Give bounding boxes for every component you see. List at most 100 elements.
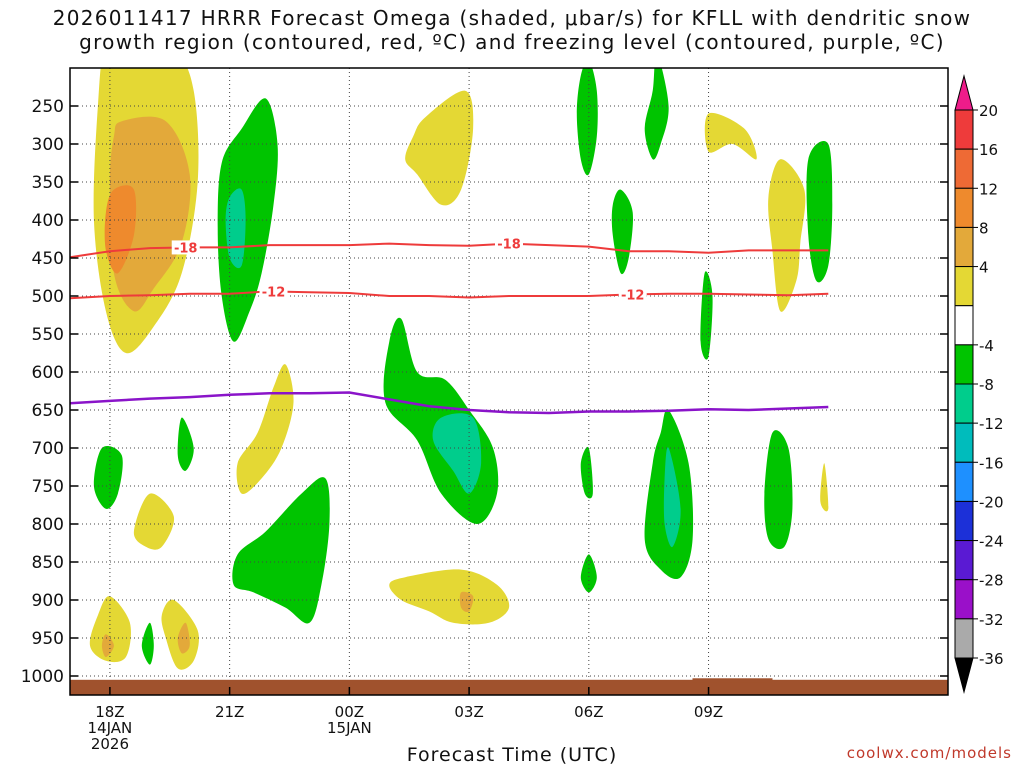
x-tick-label: 15JAN [327,719,372,737]
contour-label-bg [171,240,200,255]
y-tick-label: 300 [32,135,64,155]
omega-region [389,569,510,625]
omega-region [580,554,597,593]
y-tick-label: 650 [32,401,64,421]
contour-label: -12 [262,286,286,301]
ground-surface [70,679,948,695]
y-tick-label: 750 [32,477,64,497]
contour-label: -12 [621,288,645,303]
x-tick-label: 00Z [335,703,364,721]
freezing-level-line [70,391,829,415]
ground-surface-bump [692,678,773,683]
x-tick-label: 2026 [91,735,129,753]
y-tick-label: 850 [32,553,64,573]
x-tick-label: 09Z [694,703,723,721]
gridlines [70,68,948,695]
colorbar-label: 12 [979,180,998,198]
omega-region [101,634,114,657]
omega-region [576,68,598,176]
colorbar-label: 20 [979,102,998,120]
colorbar-label: -36 [979,650,1004,668]
colorbar-label: 4 [979,259,989,277]
contour-label-bg [495,236,523,251]
colorbar-bin [954,187,974,228]
colorbar-bin [954,461,974,502]
y-tick-label: 800 [32,515,64,535]
x-tick-label: 03Z [454,703,483,721]
omega-region [109,116,191,312]
omega-region [820,463,829,512]
colorbar-label: -28 [979,572,1004,590]
colorbar-bin [954,500,974,542]
omega-region [580,446,593,499]
omega-region [93,445,123,509]
colorbar-bin [954,226,974,268]
x-axis-label: Forecast Time (UTC) [406,744,618,766]
plot-frame [69,67,949,696]
colorbar-label: -20 [979,493,1004,511]
colorbar-bin [954,579,974,620]
colorbar-label: -8 [979,376,994,394]
omega-region [232,477,330,624]
colorbar-label: 8 [979,219,989,237]
contour-label-bg [618,287,647,302]
omega-region [217,98,278,342]
y-tick-label: 600 [32,363,64,383]
omega-region [133,493,175,550]
omega-region [432,413,482,494]
contour-label: -18 [497,238,521,253]
omega-region [704,112,757,160]
y-tick-label: 950 [32,629,64,649]
omega-region [177,622,190,654]
y-tick-label: 550 [32,325,64,345]
colorbar-bin [954,266,974,307]
colorbar-label: -24 [979,533,1004,551]
omega-region [89,596,131,663]
omega-region [663,447,681,548]
omega-region [644,68,669,160]
x-tick-label: 14JAN [88,719,133,737]
colorbar-bin [954,383,974,424]
contour-label: -18 [174,241,198,256]
colorbar-bin [954,344,974,385]
omega-shading [89,68,833,670]
colorbar-bin [954,618,974,659]
y-tick-label: 900 [32,591,64,611]
colorbar-bin [954,540,974,581]
omega-region [177,417,194,471]
colorbar-bin [954,305,974,346]
colorbar-label: -16 [979,454,1004,472]
colorbar-bin [954,422,974,463]
chart-title-line-2: growth region (contoured, red, ºC) and f… [79,30,945,54]
y-tick-label: 350 [32,173,64,193]
colorbar-label: -4 [979,337,994,355]
omega-region [141,622,154,665]
y-tick-label: 450 [32,249,64,269]
colorbar-bin [954,109,974,150]
x-tick-label: 06Z [574,703,603,721]
y-tick-label: 700 [32,439,64,459]
omega-region [768,159,806,312]
chart-title-line-1: 2026011417 HRRR Forecast Omega (shaded, … [52,6,972,30]
omega-region [459,591,474,613]
colorbar-bottom-triangle [954,657,974,694]
omega-region [806,141,833,283]
credit-text: coolwx.com/models [846,744,1012,762]
y-tick-label: 500 [32,287,64,307]
omega-region [405,90,474,206]
y-tick-label: 250 [32,97,64,117]
y-tick-label: 400 [32,211,64,231]
colorbar-label: -12 [979,415,1004,433]
dgz-contour-line [70,290,829,300]
colorbar-label: -32 [979,611,1004,629]
colorbar-bin [954,148,974,189]
omega-region [764,430,793,550]
contour-label-bg [259,284,288,299]
omega-region [611,189,633,275]
omega-region [236,364,294,494]
colorbar-top-triangle [954,74,974,111]
x-tick-label: 21Z [215,703,244,721]
y-tick-label: 1000 [21,667,64,687]
omega-region [700,271,713,360]
